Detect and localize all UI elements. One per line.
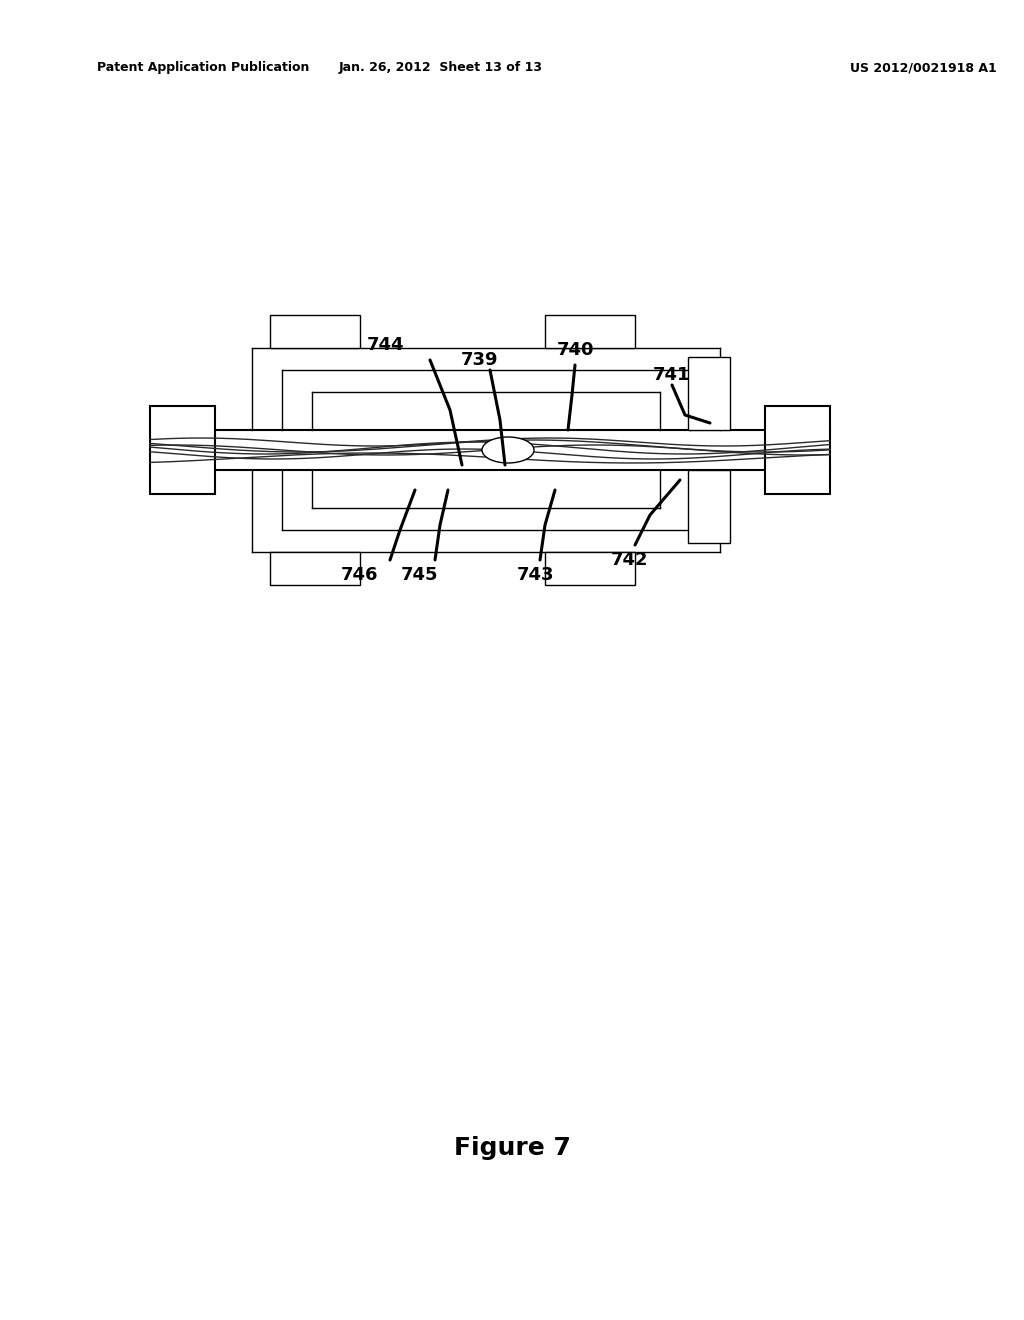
Text: 740: 740 — [556, 341, 594, 359]
Text: 746: 746 — [341, 566, 379, 583]
Bar — [270, 552, 360, 585]
Bar — [765, 407, 830, 494]
Text: Figure 7: Figure 7 — [454, 1137, 570, 1160]
Text: Jan. 26, 2012  Sheet 13 of 13: Jan. 26, 2012 Sheet 13 of 13 — [338, 62, 543, 74]
Bar — [150, 407, 215, 494]
Bar — [545, 552, 635, 585]
Bar — [545, 315, 635, 348]
Text: 739: 739 — [461, 351, 499, 370]
Ellipse shape — [482, 437, 534, 463]
Bar — [688, 470, 730, 543]
Bar — [270, 315, 360, 348]
Text: 743: 743 — [516, 566, 554, 583]
Text: 745: 745 — [401, 566, 438, 583]
Text: 742: 742 — [611, 550, 649, 569]
Text: 744: 744 — [367, 337, 403, 354]
Text: Patent Application Publication: Patent Application Publication — [97, 62, 309, 74]
Text: US 2012/0021918 A1: US 2012/0021918 A1 — [850, 62, 996, 74]
Text: 741: 741 — [653, 366, 691, 384]
Bar — [688, 356, 730, 430]
